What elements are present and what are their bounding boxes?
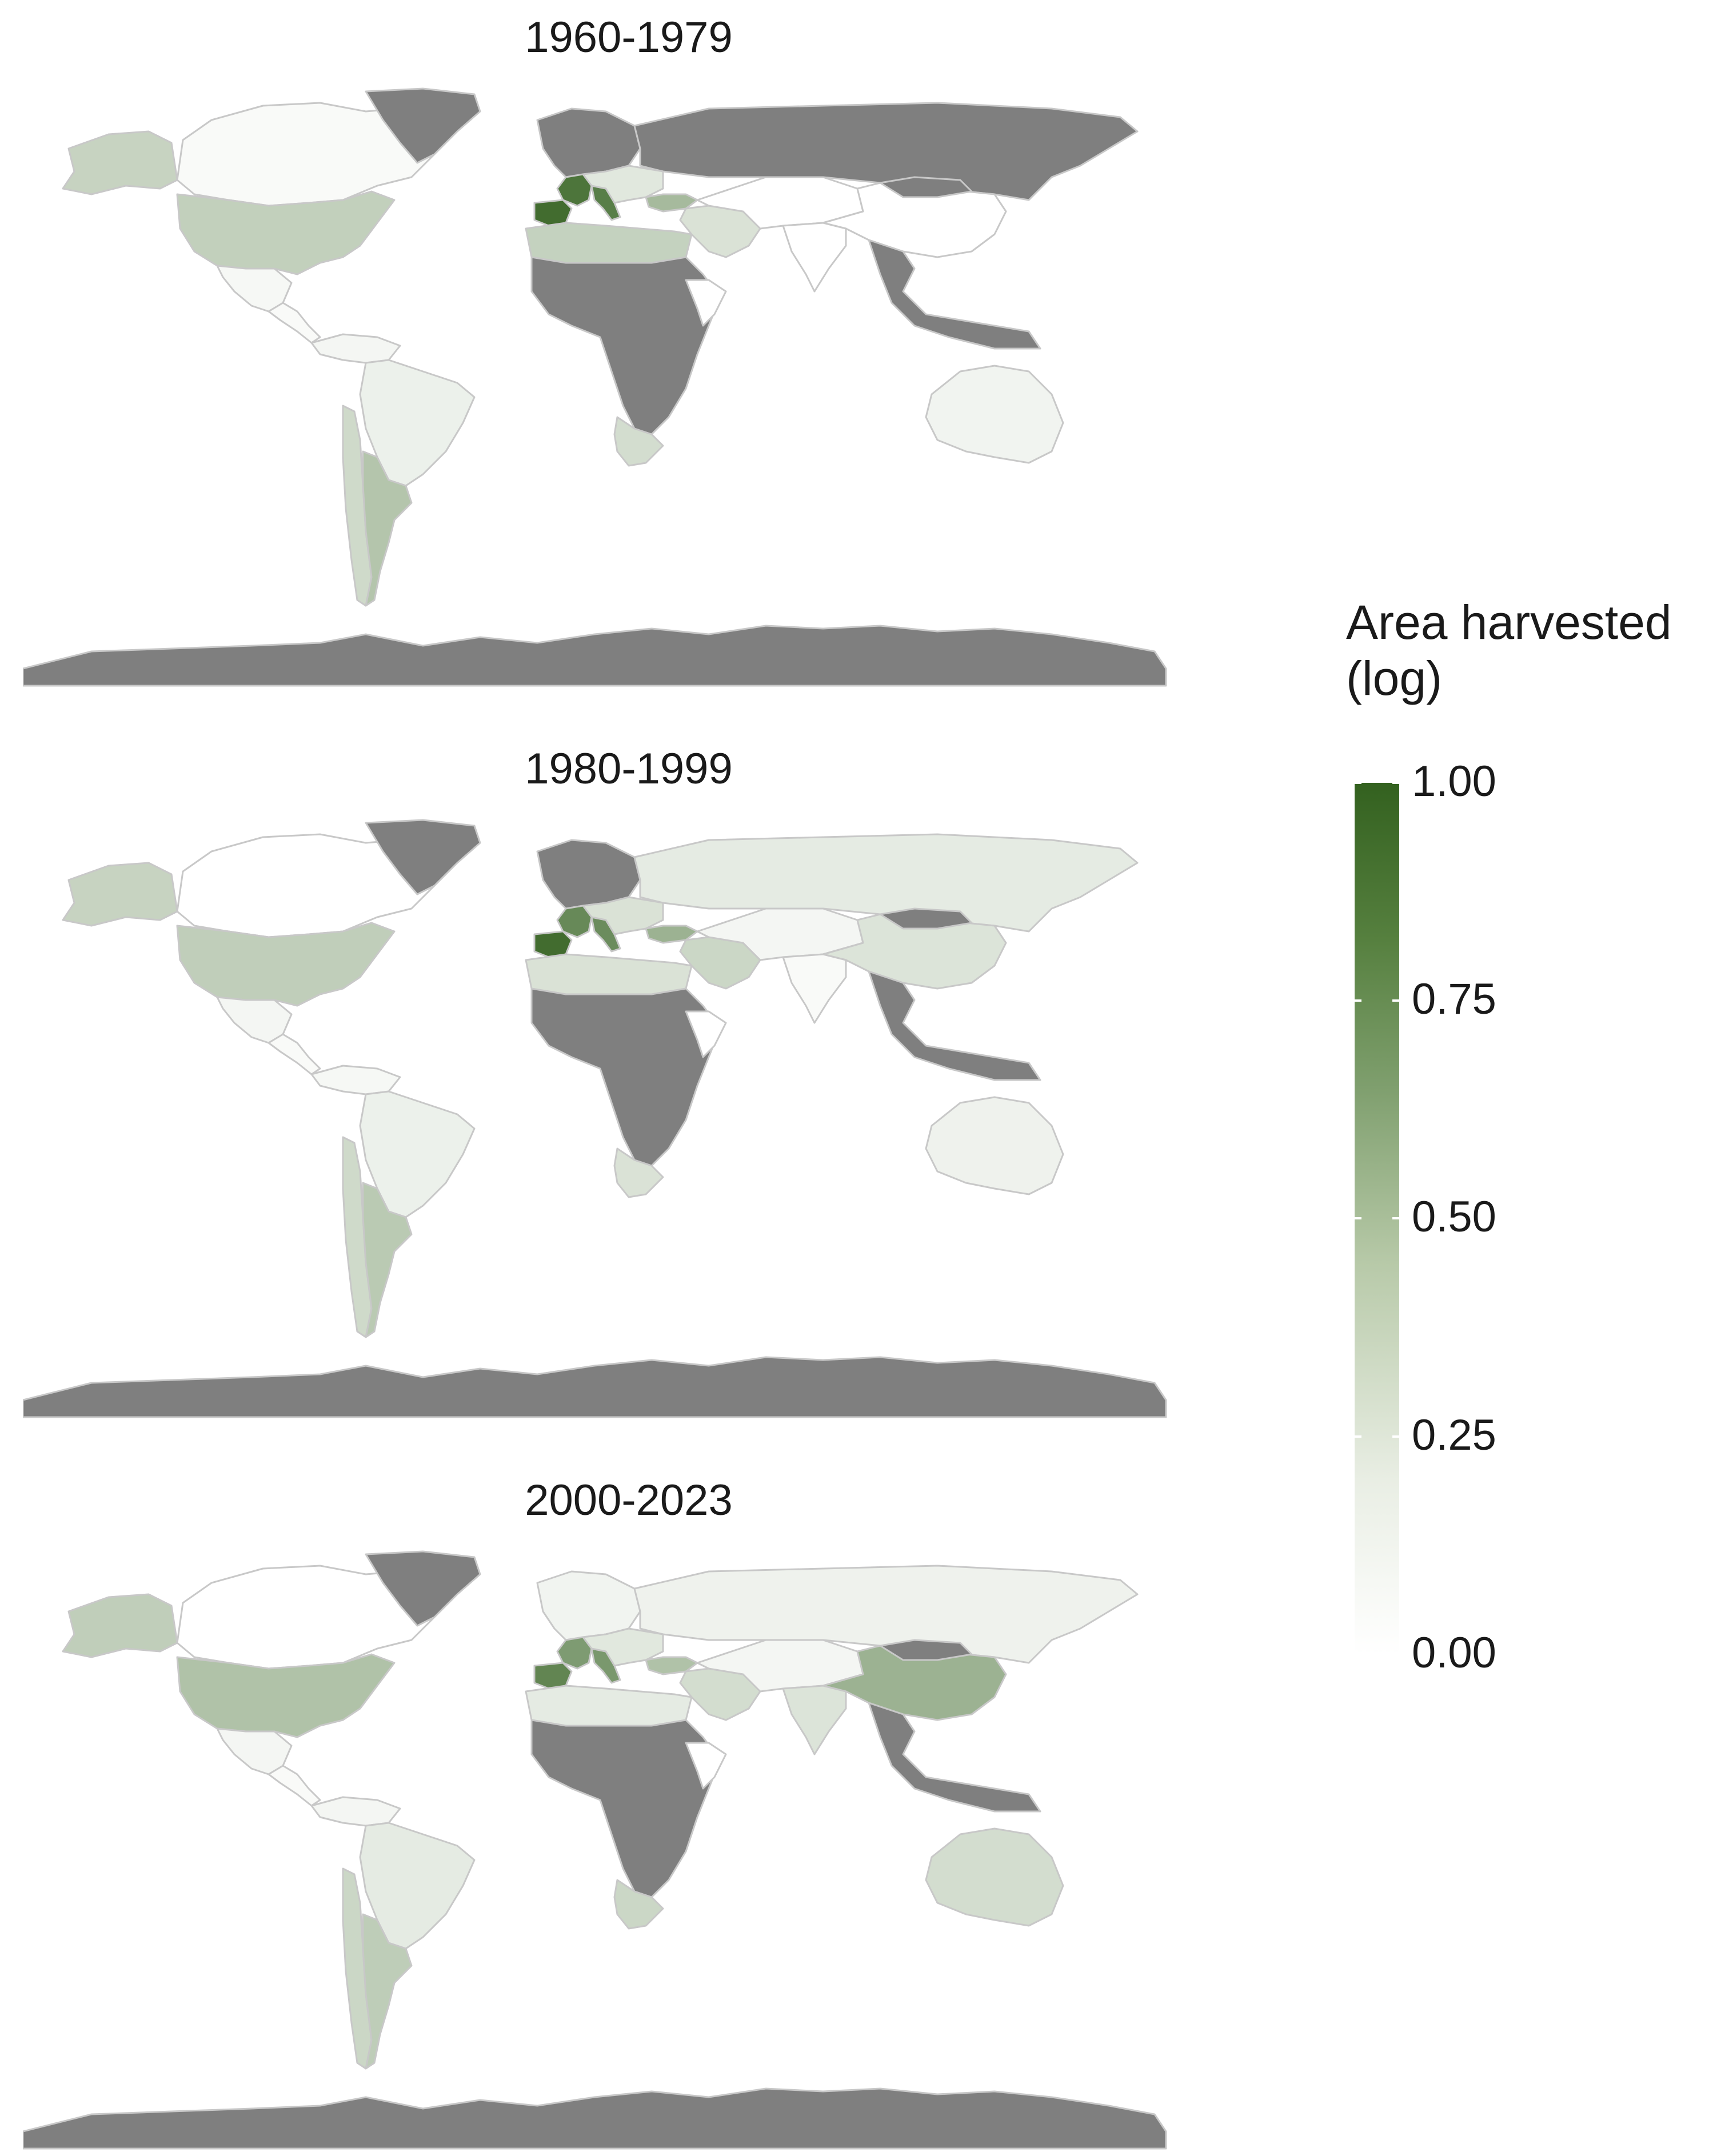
region-turkey xyxy=(645,925,698,944)
legend-tick-label: 0.25 xyxy=(1412,1411,1496,1459)
region-south-america-north xyxy=(310,333,401,364)
region-central-america xyxy=(267,1033,321,1075)
region-usa xyxy=(176,1653,396,1738)
legend-tick-label: 0.50 xyxy=(1412,1193,1496,1241)
region-se-asia xyxy=(868,970,1041,1081)
region-argentina xyxy=(362,1182,413,1338)
region-australia xyxy=(925,365,1064,464)
region-brazil xyxy=(359,359,476,487)
world-map xyxy=(23,1550,1167,2150)
region-se-asia xyxy=(868,1702,1041,1813)
region-greenland xyxy=(365,1550,481,1627)
region-south-america-north xyxy=(310,1796,401,1827)
region-mongolia xyxy=(879,176,973,198)
region-alaska xyxy=(62,1593,178,1658)
region-brazil xyxy=(359,1090,476,1218)
region-turkey xyxy=(645,193,698,213)
legend: Area harvested (log) 1.00 0.75 0.50 0.25… xyxy=(1346,594,1723,1680)
region-central-america xyxy=(267,302,321,344)
world-map xyxy=(23,819,1167,1418)
region-argentina xyxy=(362,1913,413,2070)
region-africa xyxy=(530,1719,721,1898)
region-spain xyxy=(533,199,573,227)
region-mongolia xyxy=(879,907,973,930)
region-india xyxy=(782,953,847,1024)
region-india xyxy=(782,222,847,293)
region-argentina xyxy=(362,450,413,607)
region-usa xyxy=(176,922,396,1007)
region-antarctica xyxy=(23,1356,1167,1418)
region-southern-africa xyxy=(613,1147,664,1198)
region-australia xyxy=(925,1827,1064,1927)
region-greenland xyxy=(365,819,481,895)
region-turkey xyxy=(645,1656,698,1675)
region-greenland xyxy=(365,87,481,164)
region-east-africa xyxy=(685,1010,727,1058)
region-australia xyxy=(925,1096,1064,1195)
region-southern-africa xyxy=(613,1879,664,1930)
region-southern-africa xyxy=(613,416,664,467)
region-north-africa xyxy=(525,222,693,264)
region-mongolia xyxy=(879,1639,973,1661)
region-east-africa xyxy=(685,279,727,327)
region-alaska xyxy=(62,130,178,195)
legend-tick-label: 1.00 xyxy=(1412,757,1496,806)
legend-title: Area harvested (log) xyxy=(1346,595,1672,705)
region-usa xyxy=(176,190,396,275)
region-alaska xyxy=(62,862,178,927)
region-brazil xyxy=(359,1822,476,1950)
world-map xyxy=(23,87,1167,687)
region-south-america-north xyxy=(310,1065,401,1095)
panel-title: 1980-1999 xyxy=(525,745,733,793)
region-russia xyxy=(633,833,1139,933)
panel-title: 1960-1979 xyxy=(525,13,733,62)
legend-tick-label: 0.00 xyxy=(1412,1629,1496,1677)
region-india xyxy=(782,1685,847,1755)
region-central-america xyxy=(267,1765,321,1807)
region-antarctica xyxy=(23,2087,1167,2150)
region-spain xyxy=(533,930,573,958)
region-north-africa xyxy=(525,953,693,995)
region-africa xyxy=(530,987,721,1167)
region-russia xyxy=(633,102,1139,201)
region-spain xyxy=(533,1662,573,1690)
region-russia xyxy=(633,1565,1139,1664)
region-antarctica xyxy=(23,625,1167,687)
legend-tick-label: 0.75 xyxy=(1412,975,1496,1023)
panel-title: 2000-2023 xyxy=(525,1476,733,1525)
legend-colorbar xyxy=(1355,783,1399,1654)
region-east-africa xyxy=(685,1742,727,1790)
region-africa xyxy=(530,256,721,435)
region-north-africa xyxy=(525,1685,693,1727)
region-se-asia xyxy=(868,239,1041,350)
